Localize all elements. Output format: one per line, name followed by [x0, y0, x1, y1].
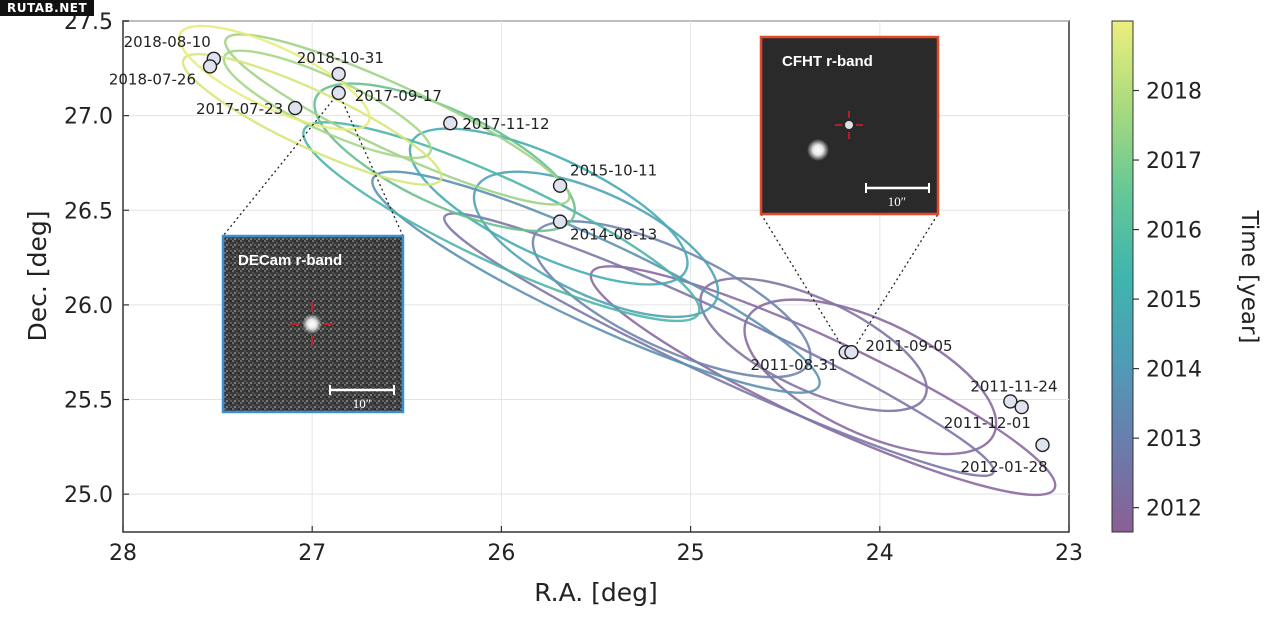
x-tick-label: 23 [1055, 541, 1083, 566]
data-point [552, 178, 568, 193]
y-tick-label: 26.5 [64, 199, 113, 224]
point-label: 2017-09-17 [355, 87, 442, 105]
colorbar-tick-label: 2012 [1146, 497, 1202, 522]
y-tick-label: 25.5 [64, 389, 113, 414]
data-point [331, 85, 346, 101]
data-point [443, 115, 458, 131]
inset-connector [850, 213, 939, 353]
data-point [202, 59, 218, 74]
colorbar-tick-label: 2016 [1146, 219, 1202, 244]
point-label: 2018-08-10 [124, 33, 211, 51]
point-label: 2017-07-23 [196, 100, 283, 118]
point-label: 2018-07-26 [109, 70, 196, 88]
inset-connector [222, 92, 340, 237]
data-point [1014, 399, 1029, 415]
data-point [331, 66, 346, 82]
error-ellipse [699, 277, 928, 413]
inset-connectors [222, 92, 939, 353]
x-axis-label: R.A. [deg] [534, 578, 658, 607]
error-ellipse [443, 212, 995, 477]
colorbar-tick-label: 2018 [1146, 80, 1202, 105]
point-label: 2011-11-24 [970, 377, 1057, 395]
colorbar-tick-label: 2014 [1146, 358, 1202, 383]
colorbar-label: Time [year] [1236, 210, 1262, 344]
data-points [202, 51, 1050, 453]
point-label: 2011-12-01 [944, 414, 1031, 432]
x-tick-label: 26 [487, 541, 515, 566]
inset-decam-crosshair [290, 302, 334, 346]
data-point [844, 345, 859, 360]
colorbar [1111, 20, 1134, 533]
inset-decam-label: DECam r-band [238, 252, 342, 269]
point-label: 2015-10-11 [570, 162, 657, 180]
data-point [1003, 394, 1018, 409]
error-ellipse [472, 170, 720, 319]
error-ellipse [177, 24, 371, 131]
inset-cfht-crosshair [835, 111, 863, 139]
error-ellipse [302, 121, 701, 323]
y-tick-label: 26.0 [64, 294, 113, 319]
x-tick-label: 27 [298, 541, 326, 566]
data-point [552, 214, 568, 229]
x-tick-label: 28 [109, 541, 137, 566]
point-label: 2014-08-13 [570, 226, 657, 244]
colorbar-tick-label: 2015 [1146, 288, 1202, 313]
error-ellipse [743, 298, 998, 456]
point-label: 2011-08-31 [751, 356, 838, 374]
inset-decam: DECam r-band 10″ [221, 234, 405, 414]
data-point [1035, 437, 1050, 453]
y-axis-ticks: 25.025.526.026.527.027.5 [64, 10, 129, 508]
x-tick-label: 25 [677, 541, 705, 566]
colorbar-tick-label: 2013 [1146, 427, 1202, 452]
colorbar-ticks: 2012 2013 2014 2015 2016 2017 2018 [1133, 80, 1202, 522]
inset-cfht-bright-star [807, 139, 829, 161]
x-tick-label: 24 [866, 541, 894, 566]
inset-cfht: CFHT r-band 10″ [759, 35, 940, 216]
watermark-badge: RUTAB.NET [0, 0, 95, 16]
point-labels: 2018-08-10 2018-07-26 2018-10-31 2017-09-17… [109, 33, 1058, 476]
data-point [287, 100, 303, 116]
point-label: 2011-09-05 [865, 337, 952, 355]
point-label: 2018-10-31 [297, 49, 384, 67]
x-axis-ticks: 28 27 26 25 24 23 [109, 526, 1083, 566]
error-ellipse [371, 170, 821, 394]
inset-connector [338, 92, 404, 237]
grid-lines [123, 20, 1069, 532]
inset-cfht-source [845, 121, 853, 129]
point-label: 2017-11-12 [462, 115, 549, 133]
y-axis-label: Dec. [deg] [23, 211, 52, 342]
colorbar-tick-label: 2017 [1146, 149, 1202, 174]
y-tick-label: 25.0 [64, 483, 113, 508]
inset-decam-scale-label: 10″ [353, 396, 371, 411]
error-ellipse [224, 33, 571, 206]
inset-cfht-label: CFHT r-band [782, 53, 873, 70]
inset-cfht-scale-label: 10″ [888, 194, 906, 209]
inset-decam-source [302, 314, 322, 334]
error-ellipse [181, 52, 443, 186]
y-tick-label: 27.0 [64, 105, 113, 130]
inset-connector [760, 213, 847, 353]
error-ellipse [313, 82, 577, 233]
point-label: 2012-01-28 [961, 458, 1048, 476]
